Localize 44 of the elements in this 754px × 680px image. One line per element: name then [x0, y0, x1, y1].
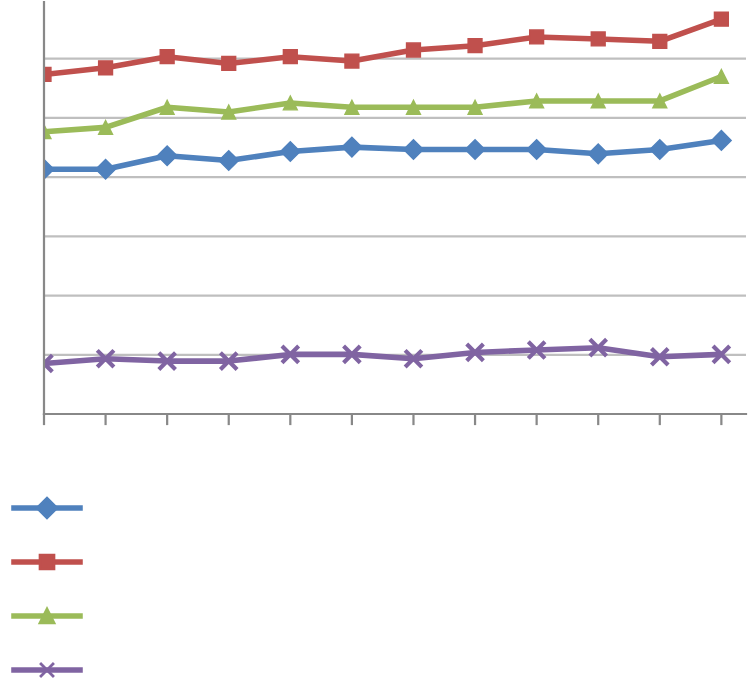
point [590, 31, 606, 47]
point [587, 143, 609, 165]
point [341, 343, 363, 365]
point [97, 60, 114, 76]
point [464, 341, 486, 363]
point [528, 29, 545, 45]
point [282, 49, 298, 65]
point [279, 140, 301, 162]
point [156, 145, 178, 167]
point [467, 38, 483, 54]
point [218, 350, 240, 372]
point [403, 348, 424, 370]
point [710, 343, 732, 365]
point [649, 346, 671, 368]
point [464, 138, 486, 161]
point [344, 99, 360, 115]
point [159, 49, 175, 65]
point [159, 99, 175, 115]
point [282, 95, 298, 111]
point [587, 337, 609, 359]
point [405, 99, 422, 115]
point [649, 138, 671, 161]
point [526, 138, 548, 161]
point [402, 138, 424, 161]
point [341, 136, 363, 158]
point [218, 150, 240, 172]
point [652, 33, 668, 49]
point [221, 55, 237, 72]
point [405, 42, 422, 58]
point [467, 99, 483, 115]
point [710, 129, 732, 151]
point [713, 68, 730, 85]
point [344, 53, 360, 69]
point [221, 104, 237, 120]
point [156, 350, 178, 372]
point [95, 348, 116, 370]
point [526, 339, 548, 361]
point [713, 11, 730, 27]
point [97, 119, 114, 136]
point [652, 93, 668, 109]
point [528, 93, 545, 109]
point [590, 93, 606, 109]
point [279, 343, 301, 365]
point [95, 158, 117, 180]
